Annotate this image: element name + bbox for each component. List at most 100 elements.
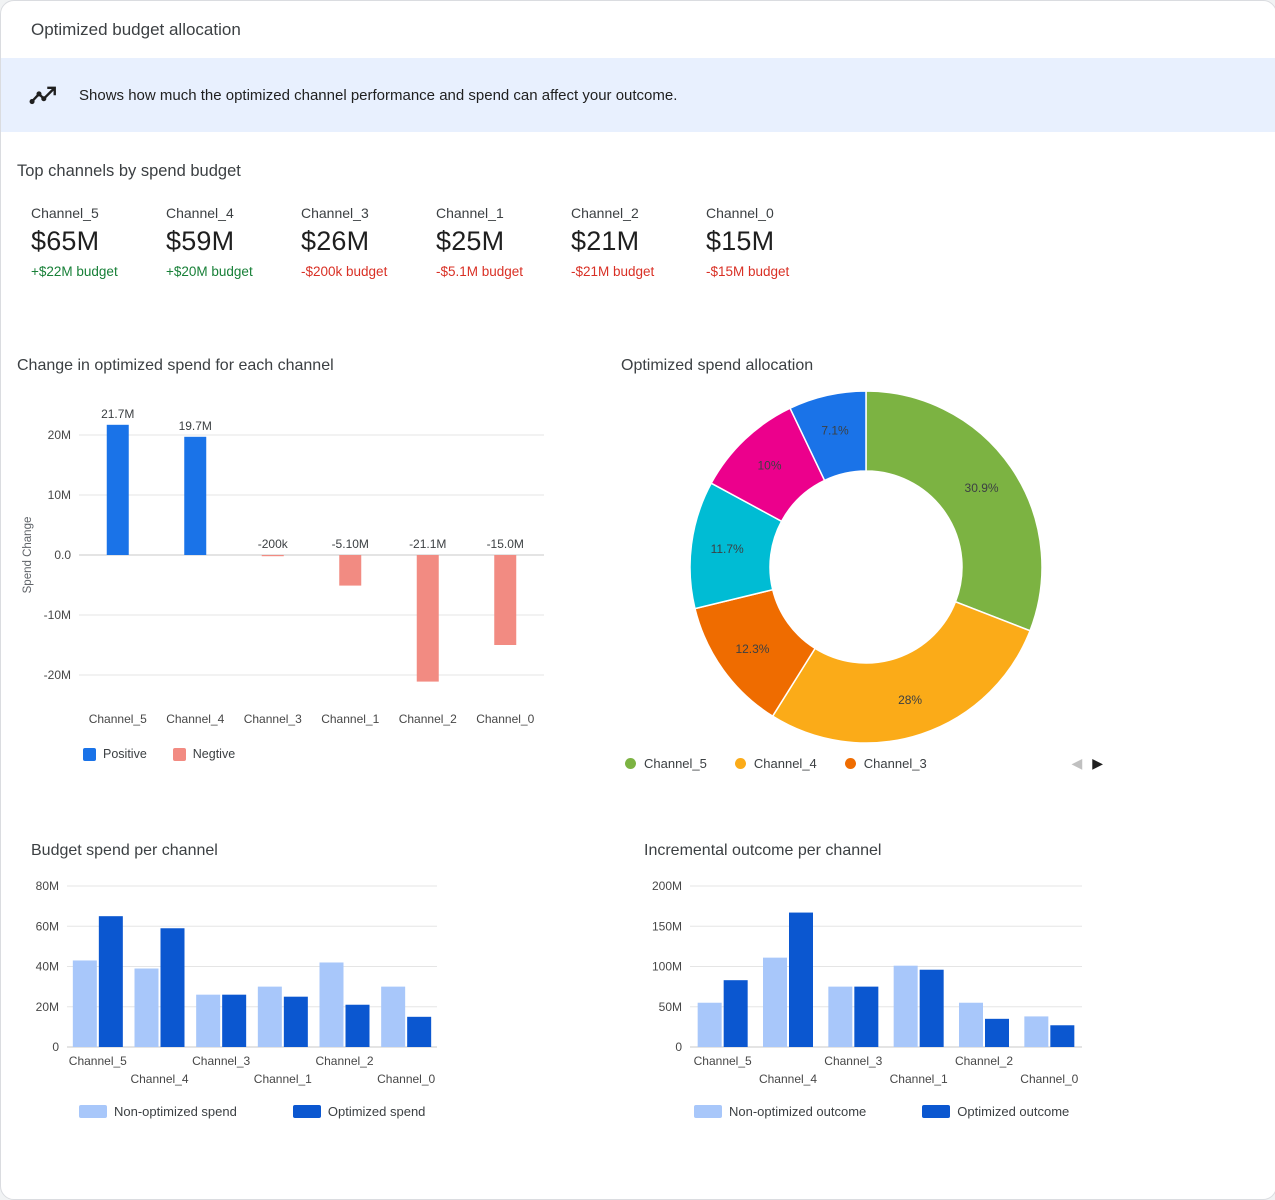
spend-change-chart-card: Change in optimized spend for each chann… — [17, 357, 582, 761]
channel-card-value: $65M — [31, 226, 100, 256]
bar-Channel_5-series-1[interactable] — [723, 980, 748, 1047]
legend-item-channel-4[interactable]: Channel_4 — [734, 756, 817, 771]
channel-card-name: Channel_2 — [571, 205, 639, 221]
slice-percent-label: 28% — [898, 693, 922, 707]
donut-slice[interactable] — [865, 390, 1043, 632]
bar-Channel_1-series-0[interactable] — [893, 965, 918, 1047]
bar-Channel_3[interactable] — [261, 555, 284, 557]
legend-prev-page-icon[interactable]: ◀ — [1071, 755, 1083, 771]
bar-Channel_2-series-1[interactable] — [985, 1018, 1009, 1047]
donut-slice[interactable] — [771, 600, 1032, 744]
bar-Channel_4-series-1[interactable] — [789, 912, 813, 1047]
bar-Channel_2-series-0[interactable] — [319, 962, 344, 1047]
x-tick-label: Channel_1 — [890, 1072, 948, 1086]
legend-swatch — [83, 747, 96, 761]
x-tick-label: Channel_1 — [254, 1072, 312, 1086]
bar-Channel_3-series-1[interactable] — [222, 994, 247, 1047]
bar-Channel_0-series-0[interactable] — [1024, 1016, 1049, 1047]
channel-card-value: $26M — [301, 226, 370, 256]
channel-card: Channel_3 $26M -$200k budget — [301, 205, 436, 279]
y-tick-label: 10M — [48, 488, 71, 502]
legend-label: Non-optimized outcome — [729, 1104, 867, 1119]
y-tick-label: 40M — [36, 960, 59, 974]
y-tick-label: 0 — [52, 1040, 59, 1054]
card-delta: -$200k budget — [301, 264, 388, 279]
bar-Channel_1-series-1[interactable] — [283, 996, 308, 1047]
top-channel-cards: Channel_5 $65M +$22M budget Channel_4 $5… — [17, 205, 1260, 279]
bar-Channel_4[interactable] — [184, 436, 207, 555]
bar-Channel_4-series-0[interactable] — [134, 968, 159, 1047]
channel-card-value: $25M — [436, 226, 505, 256]
slice-percent-label: 11.7% — [711, 542, 744, 556]
bar-Channel_5[interactable] — [106, 424, 129, 555]
y-tick-label: 200M — [652, 879, 682, 893]
spend-allocation-chart-title: Optimized spend allocation — [621, 357, 814, 374]
y-tick-label: 20M — [48, 428, 71, 442]
bar-Channel_4-series-1[interactable] — [160, 928, 185, 1047]
panel-header: Optimized budget allocation — [1, 1, 1275, 58]
legend-label: Channel_4 — [753, 756, 817, 771]
legend-item-positive[interactable]: Positive — [83, 747, 147, 761]
y-axis-title: Spend Change — [22, 517, 34, 594]
bar-Channel_0[interactable] — [494, 555, 517, 645]
bar-Channel_1-series-1[interactable] — [919, 969, 944, 1047]
budget-spend-legend: Non-optimized spend Optimized spend — [79, 1104, 511, 1119]
channel-card: Channel_4 $59M +$20M budget — [166, 205, 301, 279]
x-tick-label: Channel_0 — [476, 712, 534, 726]
bar-Channel_1-series-0[interactable] — [257, 986, 282, 1047]
legend-item-optimized-spend[interactable]: Optimized spend — [292, 1104, 425, 1119]
incremental-outcome-chart-title: Incremental outcome per channel — [644, 842, 882, 859]
legend-next-page-icon[interactable]: ▶ — [1092, 755, 1103, 771]
panel-title: Optimized budget allocation — [31, 19, 241, 39]
bar-Channel_5-series-1[interactable] — [98, 916, 123, 1047]
bar-Channel_1[interactable] — [339, 555, 362, 586]
legend-item-channel-3[interactable]: Channel_3 — [844, 756, 927, 771]
spend-allocation-donut-chart: 30.9% 28% 12.3% 11.7% 10% 7.1% — [689, 390, 1043, 744]
spend-change-legend: Positive Negtive — [83, 747, 582, 761]
bar-Channel_5-series-0[interactable] — [72, 960, 97, 1047]
legend-swatch — [292, 1105, 321, 1118]
budget-spend-chart-title: Budget spend per channel — [31, 842, 218, 859]
bar-Channel_0-series-1[interactable] — [407, 1016, 432, 1047]
bar-Channel_3-series-0[interactable] — [196, 994, 221, 1047]
card-delta: +$20M budget — [166, 264, 253, 279]
legend-label: Channel_3 — [863, 756, 927, 771]
x-tick-label: Channel_0 — [1020, 1072, 1078, 1086]
card-delta: -$5.1M budget — [436, 264, 524, 279]
x-tick-label: Channel_0 — [377, 1072, 435, 1086]
bar-Channel_3-series-0[interactable] — [828, 986, 853, 1047]
channel-card-name: Channel_0 — [706, 205, 774, 221]
bar-Channel_2-series-0[interactable] — [959, 1002, 983, 1047]
y-tick-label: 60M — [36, 919, 59, 933]
legend-swatch — [922, 1105, 951, 1118]
x-tick-label: Channel_3 — [824, 1054, 882, 1068]
card-delta: -$21M budget — [571, 264, 655, 279]
legend-item-non-optimized-spend[interactable]: Non-optimized spend — [79, 1104, 237, 1119]
donut-slice[interactable] — [789, 390, 867, 482]
bar-value-label: 21.7M — [101, 407, 134, 421]
bar-Channel_5-series-0[interactable] — [697, 1002, 722, 1047]
bar-Channel_0-series-0[interactable] — [381, 986, 406, 1047]
x-tick-label: Channel_2 — [399, 712, 457, 726]
legend-dot — [844, 758, 856, 769]
legend-item-optimized-outcome[interactable]: Optimized outcome — [922, 1104, 1069, 1119]
spend-allocation-chart-card: Optimized spend allocation 30.9% 28% 12.3%… — [621, 357, 1113, 772]
legend-label: Channel_5 — [644, 756, 707, 771]
spend-change-chart-area: 20M 10M 0.0 -10M -20M 21.7M 19.7M -200k -5.10M -2… — [17, 383, 582, 735]
top-channels-section: Top channels by spend budget Channel_5 $… — [1, 132, 1275, 279]
bar-Channel_2[interactable] — [416, 555, 439, 682]
legend-item-non-optimized-outcome[interactable]: Non-optimized outcome — [694, 1104, 866, 1119]
bar-Channel_2-series-1[interactable] — [345, 1004, 370, 1047]
legend-label: Optimized outcome — [957, 1104, 1070, 1119]
bar-Channel_4-series-0[interactable] — [763, 957, 787, 1047]
bar-value-label: 19.7M — [179, 419, 212, 433]
legend-item-negative[interactable]: Negtive — [172, 747, 235, 761]
legend-item-channel-5[interactable]: Channel_5 — [625, 756, 707, 771]
bar-Channel_3-series-1[interactable] — [854, 986, 879, 1047]
x-tick-label: Channel_3 — [192, 1054, 250, 1068]
bar-value-label: -5.10M — [332, 537, 369, 551]
legend-swatch — [694, 1105, 722, 1118]
slice-percent-label: 7.1% — [821, 423, 849, 437]
bar-Channel_0-series-1[interactable] — [1050, 1025, 1075, 1047]
x-tick-label: Channel_4 — [759, 1072, 817, 1086]
